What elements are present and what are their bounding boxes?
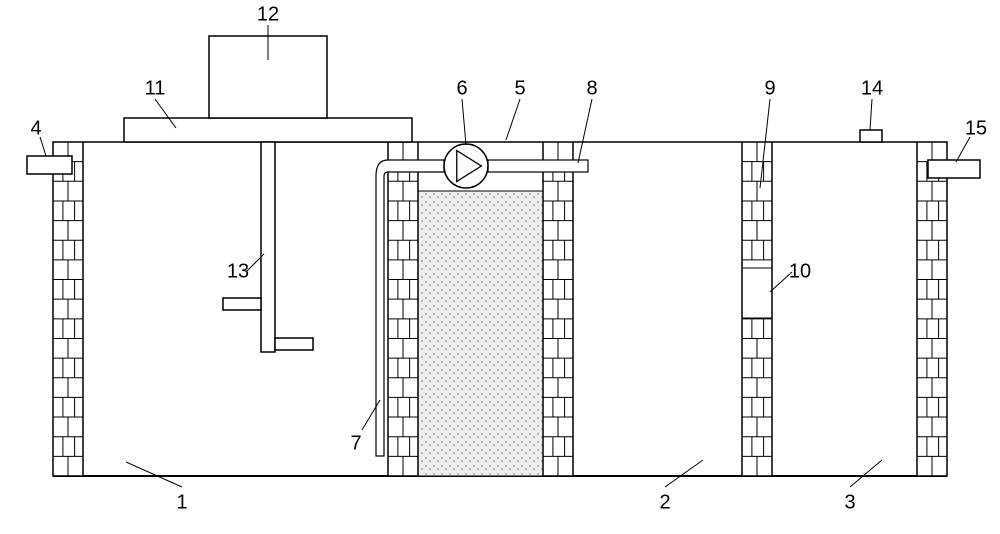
discharge-pipe [488, 160, 588, 172]
leader-5 [506, 99, 520, 140]
label-12: 12 [257, 3, 279, 25]
label-15: 15 [965, 117, 987, 139]
wall-3 [543, 142, 573, 476]
label-9: 9 [764, 77, 775, 99]
label-4: 4 [30, 117, 41, 139]
label-13: 13 [227, 260, 249, 282]
wall-2 [388, 142, 418, 476]
label-11: 11 [145, 77, 166, 99]
label-1: 1 [176, 491, 187, 513]
leader-4 [40, 137, 46, 156]
leader-8 [578, 99, 592, 163]
leader-2 [665, 460, 703, 487]
filter-medium [418, 191, 543, 476]
label-6: 6 [456, 77, 467, 99]
vent-port [860, 130, 882, 142]
wall-1 [53, 142, 83, 476]
paddle-0 [223, 298, 261, 310]
label-10: 10 [789, 260, 811, 282]
inlet-port [27, 156, 72, 174]
label-5: 5 [514, 77, 525, 99]
label-3: 3 [844, 491, 855, 513]
label-14: 14 [861, 77, 883, 99]
label-2: 2 [659, 491, 670, 513]
leader-3 [850, 460, 882, 487]
leader-6 [462, 99, 466, 145]
hopper-lid [124, 118, 412, 142]
label-7: 7 [350, 432, 361, 454]
outlet-port [928, 160, 980, 178]
wall-4 [742, 142, 772, 476]
label-8: 8 [586, 77, 597, 99]
leader-1 [126, 462, 182, 487]
agitator-shaft [261, 142, 275, 352]
wall-5 [917, 142, 947, 476]
paddle-1 [275, 338, 313, 350]
diagram-root: 123456789101112131415 [27, 3, 987, 513]
leader-14 [870, 99, 872, 130]
leader-15 [956, 137, 970, 162]
